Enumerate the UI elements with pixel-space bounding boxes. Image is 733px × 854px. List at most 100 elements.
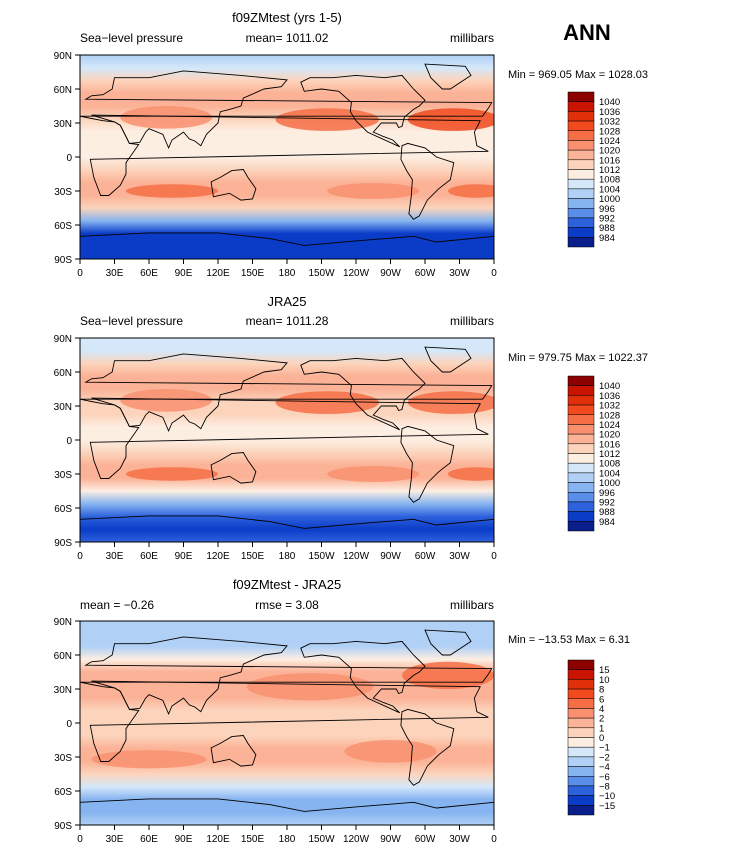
panel-3-coastline-2 xyxy=(89,680,489,762)
panel-3-pressure-cell-3 xyxy=(91,750,207,769)
panel-3-x-tick-label: 120E xyxy=(206,834,230,845)
panel-1-colorbar-label: 1004 xyxy=(599,184,620,195)
panel-1-colorbar-swatch xyxy=(567,91,595,102)
panel-3-x-tick-label: 0 xyxy=(491,834,497,845)
panel-3-colorbar-swatch xyxy=(567,746,595,758)
panel-1-y-tick-label: 90S xyxy=(54,255,72,266)
panel-3-x-tick-label: 30E xyxy=(106,834,124,845)
panel-3-x-tick-label: 150E xyxy=(241,834,265,845)
panel-2-y-tick-label: 30S xyxy=(54,470,72,481)
panel-1-x-tick-label: 30E xyxy=(106,268,124,279)
panel-3-colorbar-label: 6 xyxy=(599,694,604,705)
panel-3-colorbar-swatch xyxy=(567,756,595,767)
panel-1-y-tick-label: 60S xyxy=(54,221,72,232)
panel-1-colorbar-label: 1012 xyxy=(599,165,620,176)
panel-2-colorbar-swatch xyxy=(567,521,595,532)
panel-1-coastline-3 xyxy=(210,169,257,201)
panel-1-x-tick-label: 0 xyxy=(77,268,83,279)
panel-3-x-tick-label: 180 xyxy=(279,834,296,845)
panel-1-field-label: Sea−level pressure xyxy=(80,31,183,45)
panel-1-y-tick-label: 30S xyxy=(54,187,72,198)
panel-2-x-tick-label: 180 xyxy=(279,551,296,562)
panel-1-x-tick-label: 120W xyxy=(343,268,370,279)
panel-1-x-tick-label: 150E xyxy=(241,268,265,279)
panel-3-x-tick-label: 0 xyxy=(77,834,83,845)
panel-2-pressure-cell-6 xyxy=(120,389,213,412)
panel-3-rmse-label: rmse = 3.08 xyxy=(255,598,319,612)
panel-1-colorbar-label: 1024 xyxy=(599,136,620,147)
panel-2-colorbar-label: 1016 xyxy=(599,439,620,450)
panel-1-y-tick-label: 90N xyxy=(54,51,72,62)
panel-1-colorbar-swatch xyxy=(567,159,595,170)
panel-2: JRA25 Sea−level pressure mean= 1011.28 m… xyxy=(54,294,648,562)
panel-3-units-label: millibars xyxy=(450,598,494,612)
panel-2-x-tick-label: 30E xyxy=(106,551,124,562)
panel-2-minmax: Min = 979.75 Max = 1022.37 xyxy=(508,352,648,364)
panel-3-x-tick-label: 120W xyxy=(343,834,370,845)
panel-1-colorbar-swatch xyxy=(567,188,595,199)
panel-1-pressure-cell-3 xyxy=(126,184,218,198)
panel-2-y-tick-label: 90S xyxy=(54,538,72,549)
panel-2-colorbar-swatch xyxy=(567,375,595,386)
panel-3-y-tick-label: 90N xyxy=(54,617,72,628)
panel-1-colorbar-swatch xyxy=(567,198,595,209)
panel-1-pressure-cell-5 xyxy=(448,184,494,198)
panel-2-coastline-4 xyxy=(300,357,426,431)
panel-3-minmax: Min = −13.53 Max = 6.31 xyxy=(508,634,630,646)
panel-3-pressure-cell-2 xyxy=(246,673,374,701)
panel-2-colorbar-swatch xyxy=(567,424,595,435)
panel-1-colorbar-label: 996 xyxy=(599,204,615,215)
panel-3-coastline-3 xyxy=(210,735,257,767)
panel-2-y-tick-label: 0 xyxy=(66,436,72,447)
panel-1-colorbar-label: 992 xyxy=(599,213,615,224)
panel-1-x-tick-label: 60W xyxy=(415,268,436,279)
panel-2-colorbar-swatch xyxy=(567,453,595,464)
panel-3-pressure-cell-4 xyxy=(344,740,437,763)
panel-2-colorbar-swatch xyxy=(567,501,595,512)
panel-3-colorbar-label: 4 xyxy=(599,704,604,715)
panel-1-y-tick-label: 0 xyxy=(66,153,72,164)
panel-3-x-tick-label: 90E xyxy=(175,834,193,845)
panel-2-x-tick-label: 90W xyxy=(380,551,401,562)
panel-2-y-tick-label: 30N xyxy=(54,402,72,413)
panel-1-x-tick-label: 90W xyxy=(380,268,401,279)
panel-2-pressure-cell-3 xyxy=(126,467,218,481)
panel-1-coastline-4 xyxy=(300,74,426,148)
panel-3-colorbar-label: 2 xyxy=(599,714,604,725)
panel-1-colorbar-swatch xyxy=(567,217,595,228)
panel-1-minmax: Min = 969.05 Max = 1028.03 xyxy=(508,69,648,81)
panel-2-x-tick-label: 0 xyxy=(77,551,83,562)
panel-3-x-tick-label: 90W xyxy=(380,834,401,845)
panel-2-colorbar-label: 984 xyxy=(599,517,615,528)
panel-3-x-tick-label: 60W xyxy=(415,834,436,845)
panel-2-coastline-3 xyxy=(210,452,257,484)
panel-1-colorbar-swatch xyxy=(567,130,595,141)
panel-1-coastline-6 xyxy=(424,63,472,90)
panel-1: f09ZMtest (yrs 1-5) Sea−level pressure m… xyxy=(54,10,648,279)
panel-2-pressure-cell-5 xyxy=(448,467,494,481)
panel-3: f09ZMtest - JRA25 mean = −0.26 rmse = 3.… xyxy=(54,577,630,845)
panel-2-colorbar-label: 1024 xyxy=(599,420,620,431)
panel-2-colorbar-swatch xyxy=(567,492,595,503)
panel-3-y-tick-label: 30S xyxy=(54,753,72,764)
panel-2-x-tick-label: 150E xyxy=(241,551,265,562)
panel-1-title: f09ZMtest (yrs 1-5) xyxy=(232,10,342,25)
panel-2-x-tick-label: 120W xyxy=(343,551,370,562)
panel-2-title: JRA25 xyxy=(267,294,306,309)
panel-3-colorbar-label: 10 xyxy=(599,675,610,686)
panel-3-colorbar-label: 15 xyxy=(599,665,610,676)
panel-3-x-tick-label: 60E xyxy=(140,834,158,845)
panel-3-coastline-6 xyxy=(424,629,472,656)
panel-3-colorbar-label: −15 xyxy=(599,801,615,812)
panel-3-colorbar-swatch xyxy=(567,727,595,738)
panel-3-colorbar-swatch xyxy=(567,766,595,777)
panel-2-pressure-cell-1 xyxy=(275,391,379,414)
panel-3-y-tick-label: 60N xyxy=(54,651,72,662)
panel-2-colorbar-label: 1008 xyxy=(599,459,620,470)
panel-1-colorbar-swatch xyxy=(567,120,595,131)
panel-3-colorbar-swatch xyxy=(567,737,595,748)
panel-2-x-tick-label: 150W xyxy=(308,551,335,562)
panel-2-pressure-cell-4 xyxy=(327,466,420,482)
panel-2-field-label: Sea−level pressure xyxy=(80,314,183,328)
panel-1-x-tick-label: 150W xyxy=(308,268,335,279)
